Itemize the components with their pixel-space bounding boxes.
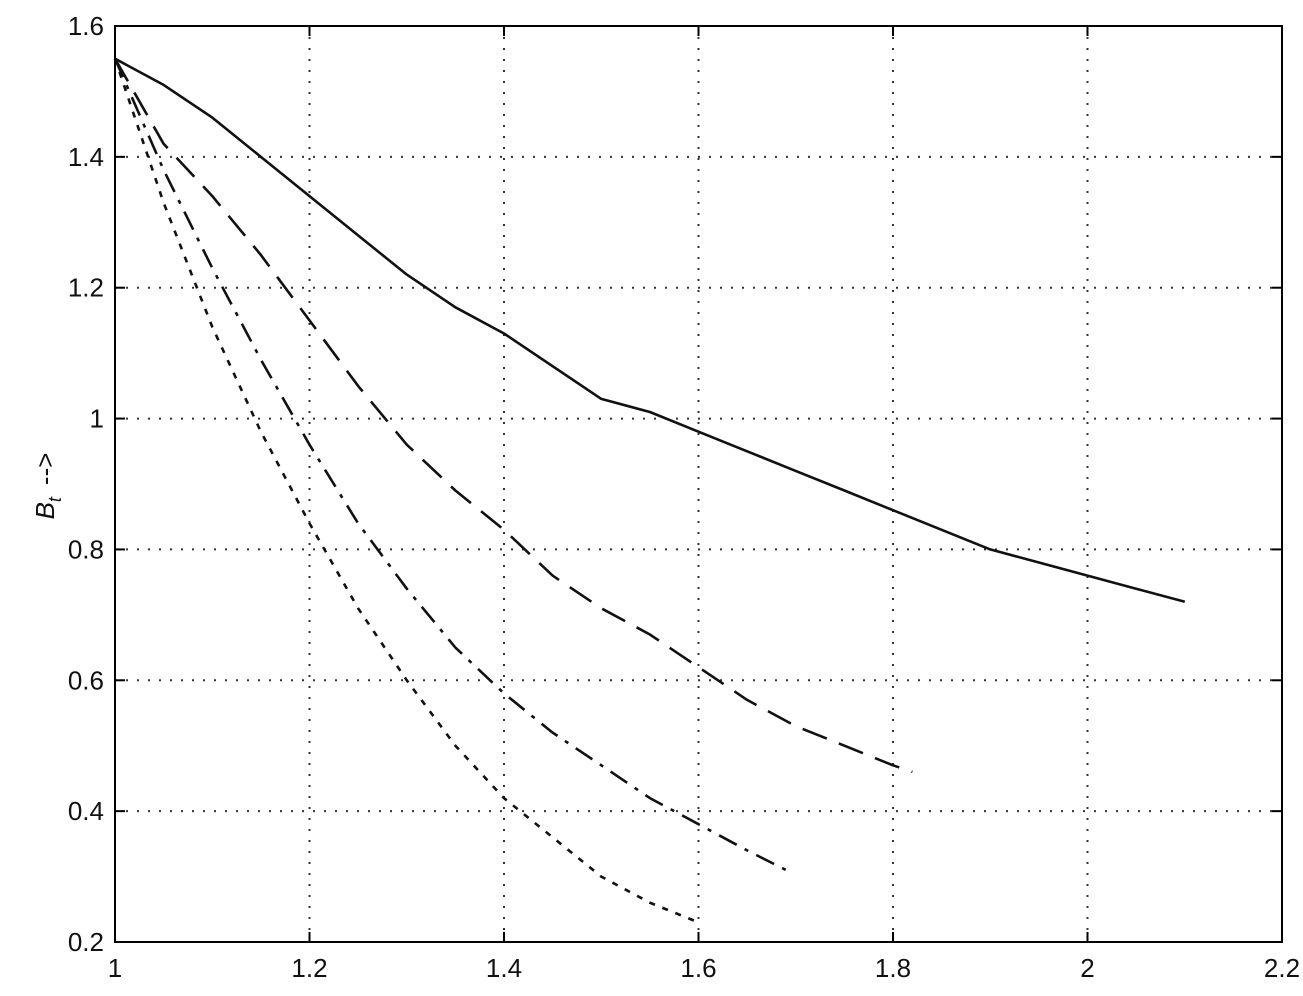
x-tick-label: 1.8 <box>875 953 911 983</box>
series-line-1-solid <box>114 57 1186 604</box>
series-line-4-dotted <box>113 58 699 924</box>
series-line-3-dashdot <box>113 58 787 872</box>
x-tick-group: 1 1.2 1.4 1.6 1.8 2 2.2 <box>108 26 1300 983</box>
y-tick-label: 1.2 <box>68 273 104 303</box>
y-axis-label-arrow: --> <box>30 453 60 486</box>
y-tick-label: 1 <box>90 404 104 434</box>
y-tick-label: 0.4 <box>68 796 104 826</box>
y-tick-label: 0.8 <box>68 534 104 564</box>
svg-text:Bt-->: Bt --> <box>30 453 65 520</box>
y-tick-label: 1.4 <box>68 142 104 172</box>
x-tick-label: 1.4 <box>486 953 522 983</box>
y-axis-label: Bt --> <box>30 453 65 520</box>
series-group <box>113 57 1186 924</box>
x-tick-label: 2 <box>1080 953 1094 983</box>
x-tick-label: 1 <box>108 953 122 983</box>
y-tick-label: 0.2 <box>68 927 104 957</box>
y-tick-label: 0.6 <box>68 665 104 695</box>
x-tick-label: 1.6 <box>680 953 716 983</box>
y-tick-group: 0.2 0.4 0.6 0.8 1 1.2 1.4 1.6 <box>68 11 1282 957</box>
y-axis-label-sub: t <box>45 496 65 502</box>
y-tick-label: 1.6 <box>68 11 104 41</box>
x-tick-label: 2.2 <box>1264 953 1300 983</box>
x-tick-label: 1.2 <box>291 953 327 983</box>
y-axis-label-main: B <box>30 502 60 519</box>
series-line-2-dashed <box>113 58 913 774</box>
grid <box>115 26 1282 942</box>
